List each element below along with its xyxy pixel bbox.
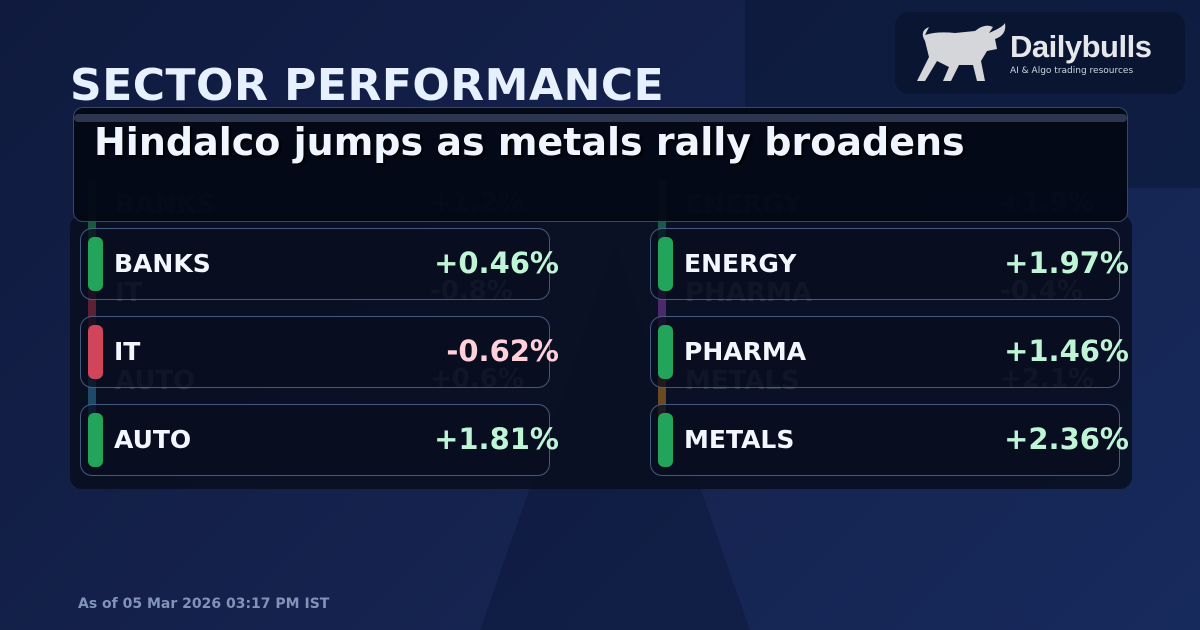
trend-bar (88, 325, 103, 379)
sector-change: +1.46% (1004, 334, 1129, 368)
sector-name: METALS (684, 425, 795, 454)
sector-name: BANKS (114, 249, 211, 278)
sector-row-auto: AUTO +1.81% (80, 404, 559, 476)
sector-change: +1.81% (434, 422, 559, 456)
sector-name: IT (114, 337, 141, 366)
sector-change: +1.97% (1004, 246, 1129, 280)
sector-name: AUTO (114, 425, 192, 454)
sector-change: +0.46% (434, 246, 559, 280)
sector-row-pharma: PHARMA +1.46% (650, 316, 1129, 388)
sector-row-energy: ENERGY +1.97% (650, 228, 1129, 300)
sector-name: PHARMA (684, 337, 807, 366)
trend-bar (658, 325, 673, 379)
sector-change: -0.62% (446, 334, 559, 368)
brand-logo: Dailybulls AI & Algo trading resources (895, 12, 1185, 94)
sector-row-it: IT -0.62% (80, 316, 559, 388)
page-title: SECTOR PERFORMANCE (70, 60, 665, 111)
sector-change: +2.36% (1004, 422, 1129, 456)
trend-bar (88, 413, 103, 467)
sector-name: ENERGY (684, 249, 797, 278)
bull-icon (917, 22, 1006, 81)
brand-tagline: AI & Algo trading resources (1010, 65, 1134, 76)
brand-name: Dailybulls (1010, 28, 1152, 64)
trend-bar (88, 237, 103, 291)
headline: Hindalco jumps as metals rally broadens (73, 107, 1128, 222)
sector-row-banks: BANKS +0.46% (80, 228, 559, 300)
trend-bar (658, 237, 673, 291)
timestamp: As of 05 Mar 2026 03:17 PM IST (78, 596, 330, 612)
trend-bar (658, 413, 673, 467)
sector-row-metals: METALS +2.36% (650, 404, 1129, 476)
